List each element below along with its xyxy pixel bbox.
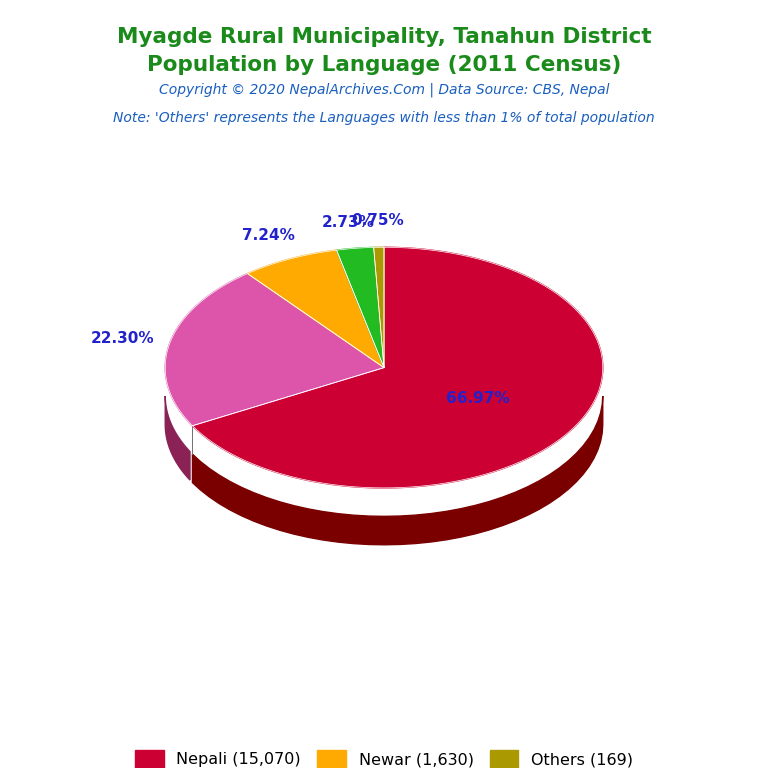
Polygon shape — [193, 247, 603, 488]
Text: 66.97%: 66.97% — [446, 391, 510, 406]
Polygon shape — [165, 396, 190, 480]
Text: Note: 'Others' represents the Languages with less than 1% of total population: Note: 'Others' represents the Languages … — [113, 111, 655, 125]
Text: 2.73%: 2.73% — [323, 214, 375, 230]
Text: 7.24%: 7.24% — [243, 227, 295, 243]
Text: 0.75%: 0.75% — [351, 214, 404, 228]
Legend: Nepali (15,070), Magar (5,019), Newar (1,630), Gurung (614), Others (169): Nepali (15,070), Magar (5,019), Newar (1… — [128, 743, 640, 768]
Polygon shape — [193, 396, 603, 545]
Text: 22.30%: 22.30% — [91, 332, 154, 346]
Text: Myagde Rural Municipality, Tanahun District: Myagde Rural Municipality, Tanahun Distr… — [117, 27, 651, 47]
Polygon shape — [165, 273, 384, 425]
Polygon shape — [247, 250, 384, 368]
Polygon shape — [336, 247, 384, 368]
Text: Copyright © 2020 NepalArchives.Com | Data Source: CBS, Nepal: Copyright © 2020 NepalArchives.Com | Dat… — [159, 83, 609, 98]
Polygon shape — [374, 247, 384, 368]
Text: Population by Language (2011 Census): Population by Language (2011 Census) — [147, 55, 621, 75]
